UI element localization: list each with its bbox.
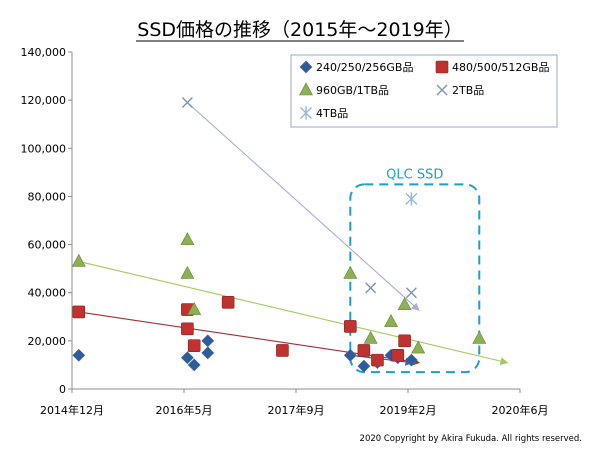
trend-line [78, 260, 509, 366]
x-tick-label: 2016年5月 [156, 403, 213, 417]
data-point [180, 351, 194, 365]
data-point [180, 265, 195, 279]
legend-label: 960GB/1TB品 [316, 84, 389, 97]
data-point [187, 358, 201, 372]
legend-label: 240/250/256GB品 [316, 61, 413, 74]
data-points [71, 97, 487, 373]
y-tick-label: 60,000 [28, 239, 67, 252]
x-tick-label: 2014年12月 [40, 403, 104, 417]
data-point [72, 348, 86, 362]
y-tick-label: 40,000 [28, 287, 67, 300]
data-point [180, 232, 195, 246]
data-point [187, 339, 201, 352]
legend-marker [435, 60, 449, 74]
data-point [391, 348, 405, 362]
y-tick-label: 120,000 [21, 94, 67, 107]
data-point [357, 344, 371, 357]
trend-line [187, 102, 420, 311]
data-point [221, 296, 235, 309]
y-tick-label: 140,000 [21, 46, 67, 59]
data-point [411, 340, 426, 354]
data-point [187, 301, 202, 315]
trend-lines [78, 102, 509, 366]
data-point [276, 344, 289, 357]
data-point [404, 353, 418, 367]
data-point [71, 253, 86, 267]
data-point [357, 359, 371, 373]
data-point [405, 192, 418, 206]
legend-label: 480/500/512GB品 [452, 61, 549, 74]
data-point [72, 305, 86, 319]
data-point [472, 330, 487, 344]
annotations: QLC SSD [349, 167, 481, 374]
data-point [405, 287, 417, 299]
data-point [384, 313, 399, 327]
data-point [344, 320, 357, 333]
y-tick-label: 100,000 [21, 142, 67, 155]
data-point [363, 330, 378, 344]
data-point [201, 346, 215, 360]
legend-marker [436, 84, 448, 96]
data-point [181, 322, 194, 336]
copyright-text: 2020 Copyright by Akira Fukuda. All righ… [360, 434, 582, 444]
legend-label: 2TB品 [452, 84, 484, 97]
legend: 240/250/256GB品 480/500/512GB品 960GB/1TB品 2T… [290, 54, 558, 128]
data-point [365, 282, 377, 294]
data-point [343, 348, 357, 362]
legend-box [290, 54, 558, 128]
data-point [397, 297, 412, 311]
y-tick-label: 80,000 [28, 190, 67, 203]
data-point [201, 334, 215, 348]
legend-marker [298, 82, 314, 96]
data-point [398, 334, 411, 348]
legend-marker [300, 106, 312, 120]
legend-label: 4TB品 [316, 107, 348, 120]
y-tick-label: 20,000 [28, 335, 67, 348]
data-point [343, 265, 358, 279]
data-point [181, 97, 193, 109]
axes: 0 20,000 40,000 60,000 80,000 100,000 120,000 1… [21, 46, 549, 417]
data-point [371, 353, 384, 367]
x-tick-label: 2020年6月 [492, 403, 549, 417]
annotation-label: QLC SSD [386, 167, 443, 182]
chart-title: SSD価格の推移（2015年～2019年） [137, 19, 462, 41]
x-tick-label: 2019年2月 [380, 403, 437, 417]
x-tick-label: 2017年9月 [268, 403, 325, 417]
qlc-highlight-box [349, 183, 481, 374]
legend-marker [299, 60, 313, 74]
y-tick-label: 0 [59, 383, 66, 396]
